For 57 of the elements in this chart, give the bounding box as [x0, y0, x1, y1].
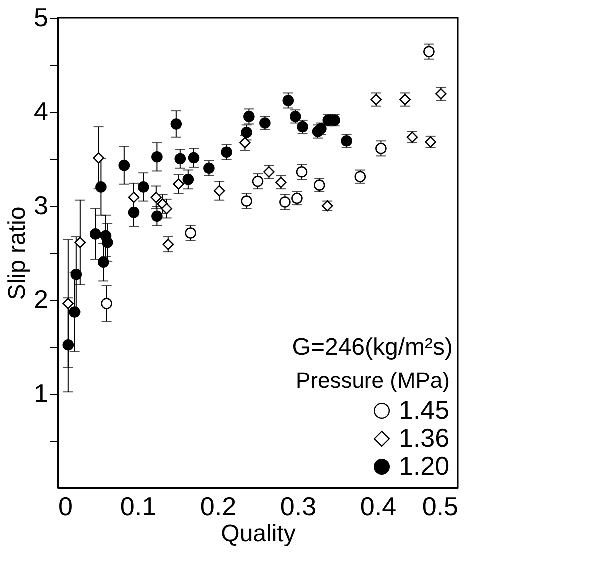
- y-axis-title: Slip ratio: [4, 206, 32, 300]
- point: [204, 162, 215, 174]
- y-tick-label: 1: [34, 378, 48, 408]
- point: [182, 174, 194, 186]
- point: [128, 206, 140, 218]
- annotation: G=246(kg/m²s): [292, 334, 453, 361]
- point: [214, 185, 226, 197]
- point: [93, 152, 104, 164]
- y-tick-label: 3: [34, 190, 48, 220]
- x-tick-label: 0.5: [422, 492, 458, 522]
- x-tick-label: 0: [58, 492, 73, 522]
- point: [282, 95, 294, 106]
- point: [69, 306, 80, 318]
- point: [128, 192, 140, 204]
- legend-label: 1.36: [399, 423, 450, 453]
- x-tick-label: 0.3: [280, 492, 317, 522]
- point: [70, 268, 82, 280]
- point: [62, 339, 74, 351]
- x-tick-label: 0.1: [120, 492, 157, 522]
- point: [244, 111, 255, 122]
- point: [221, 146, 232, 158]
- point: [152, 210, 163, 222]
- x-tick-label: 0.2: [200, 492, 237, 522]
- legend-label: 1.20: [399, 451, 450, 481]
- y-tick-label: 5: [34, 2, 48, 32]
- point: [161, 203, 172, 214]
- point: [162, 238, 174, 250]
- y-tick-label: 4: [34, 96, 48, 126]
- point: [118, 160, 130, 172]
- point: [170, 118, 182, 130]
- point: [185, 228, 196, 239]
- point: [62, 298, 74, 310]
- point: [241, 127, 252, 138]
- point: [101, 298, 112, 310]
- point: [280, 196, 291, 208]
- x-axis-title: Quality: [221, 520, 296, 548]
- point: [74, 237, 86, 248]
- point: [138, 182, 150, 193]
- point: [241, 196, 252, 207]
- point: [90, 228, 102, 240]
- y-tick-label: 2: [34, 284, 48, 314]
- legend-title: Pressure (MPa): [296, 368, 450, 393]
- point: [296, 166, 308, 178]
- point: [96, 182, 107, 193]
- point: [188, 152, 200, 164]
- point: [150, 192, 162, 204]
- x-tick-label: 0.4: [360, 492, 397, 522]
- point: [424, 46, 435, 58]
- point: [102, 237, 114, 248]
- point: [240, 137, 251, 149]
- point: [152, 151, 163, 163]
- point: [252, 176, 264, 188]
- legend-label: 1.45: [399, 395, 450, 425]
- point: [376, 143, 387, 154]
- point: [98, 256, 110, 268]
- point: [174, 153, 186, 165]
- point: [173, 178, 184, 190]
